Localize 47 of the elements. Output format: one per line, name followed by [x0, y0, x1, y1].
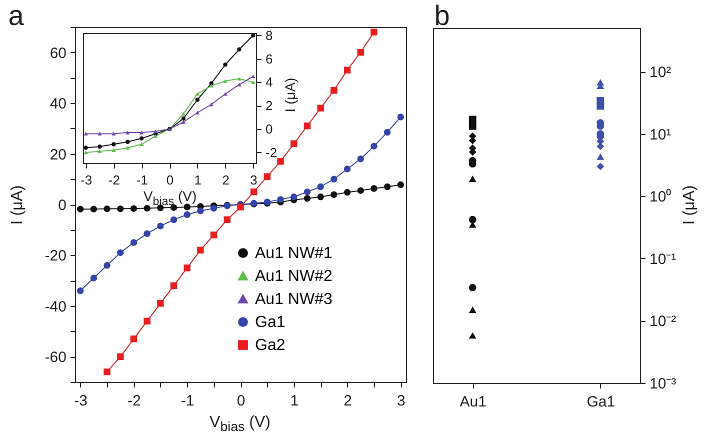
x-axis-title: V$_{bias}$ (V): [210, 414, 270, 434]
y-axis-title: I (μA): [9, 185, 27, 225]
x-tick-label: 1: [194, 172, 202, 188]
y-axis-title: I (μA): [282, 78, 298, 112]
legend-label: Au1 NW#3: [255, 291, 332, 308]
y-axis-title: I (μA): [681, 185, 699, 225]
chart-title: b: [434, 0, 450, 32]
x-tick-label: -3: [74, 392, 88, 410]
y-tick-label: 0: [58, 197, 66, 214]
y-tick-label: 10⁻¹: [650, 250, 676, 268]
y-tick-label: 60: [50, 44, 66, 62]
y-tick-label: -40: [44, 298, 66, 316]
legend-label: Ga1: [255, 314, 286, 331]
y-tick-label: 10¹: [650, 126, 672, 144]
x-tick-label: 0: [166, 172, 174, 188]
y-tick-label: 2: [266, 98, 273, 114]
y-tick-label: 4: [266, 74, 273, 90]
y-tick-label: 40: [50, 96, 66, 113]
y-tick-label: 20: [50, 146, 66, 164]
y-tick-label: -60: [44, 349, 66, 366]
x-axis-title: V$_{bias}$ (V): [143, 188, 197, 208]
x-tick-label: -2: [128, 392, 141, 410]
x-tick-label: Au1: [460, 394, 486, 410]
chart-title: a: [8, 0, 24, 32]
x-tick-label: -3: [80, 172, 92, 188]
x-tick-label: 0: [236, 392, 246, 410]
y-tick-label: 10⁻³: [650, 376, 676, 392]
x-tick-label: -2: [108, 172, 120, 188]
legend-label: Ga2: [255, 337, 286, 354]
y-tick-label: 10²: [650, 64, 672, 82]
x-tick-label: 3: [396, 392, 406, 410]
y-tick-label: 6: [266, 51, 273, 66]
x-tick-label: 2: [344, 392, 352, 410]
x-tick-label: -1: [136, 172, 148, 188]
y-tick-label: 8: [266, 28, 273, 43]
y-tick-label: 0: [266, 122, 273, 137]
y-tick-label: -2: [266, 144, 278, 160]
x-tick-label: 2: [222, 172, 230, 188]
x-tick-label: 1: [290, 392, 299, 410]
y-tick-label: 10⁻²: [650, 313, 676, 330]
y-tick-label: -20: [44, 248, 66, 265]
x-tick-label: 3: [250, 172, 258, 188]
x-tick-label: -1: [180, 392, 194, 410]
x-tick-label: Ga1: [586, 394, 616, 410]
legend-label: Au1 NW#2: [255, 268, 332, 285]
legend-label: Au1 NW#1: [255, 245, 332, 262]
y-tick-label: 10⁰: [650, 188, 672, 206]
